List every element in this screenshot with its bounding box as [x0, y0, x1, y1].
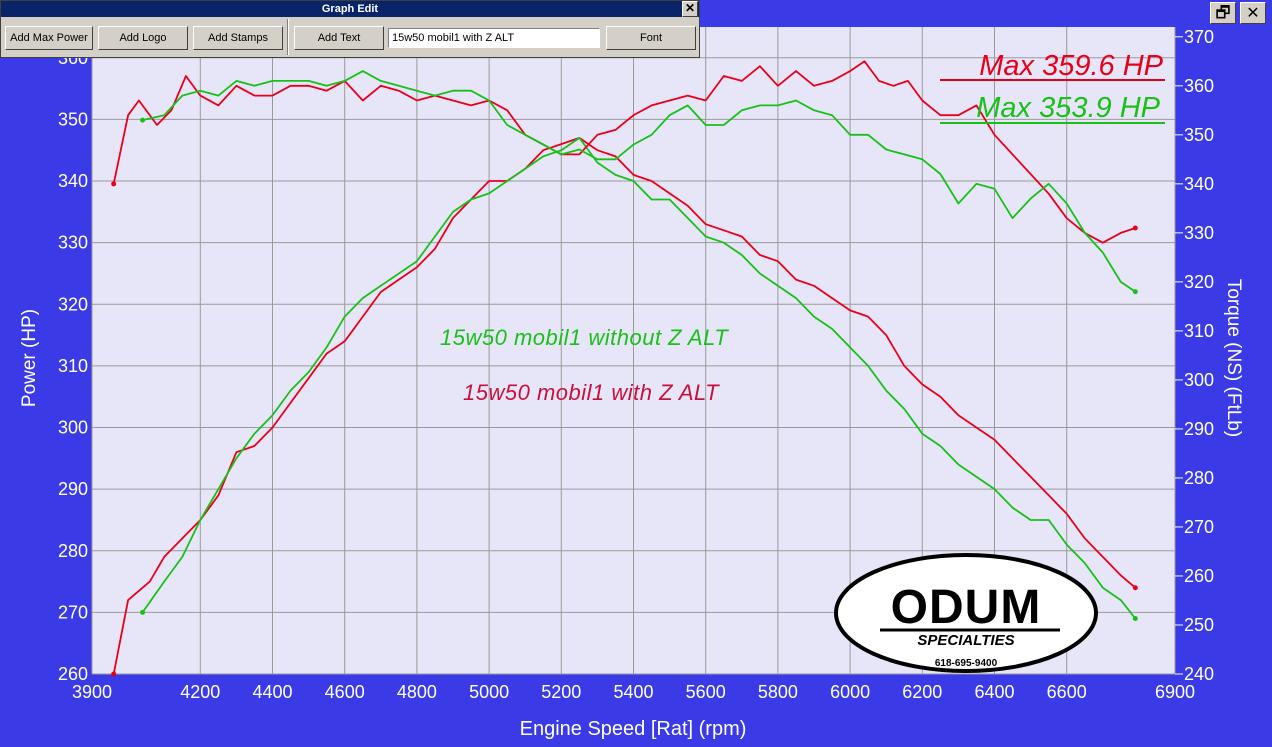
- add-stamps-button[interactable]: Add Stamps: [193, 26, 283, 50]
- toolbar-title: Graph Edit: [1, 1, 699, 17]
- annotation-text-input[interactable]: [388, 28, 600, 48]
- series-line-red-right: [112, 60, 1136, 244]
- close-icon: ✕: [1246, 3, 1260, 22]
- y-tick-label: 340: [58, 171, 88, 191]
- series-point: [140, 609, 146, 615]
- y-tick-label: 290: [58, 479, 88, 499]
- y2-tick-label: 300: [1184, 370, 1214, 390]
- y-tick-label: 310: [58, 356, 88, 376]
- font-button[interactable]: Font: [606, 26, 696, 50]
- series-point: [1132, 225, 1138, 231]
- x-tick-label: 6400: [974, 682, 1014, 702]
- series-point: [1132, 585, 1138, 591]
- max-label-red: Max 359.6 HP: [979, 50, 1163, 82]
- add-text-button[interactable]: Add Text: [294, 26, 384, 50]
- x-axis-label: Engine Speed [Rat] (rpm): [520, 718, 747, 740]
- annotation-red[interactable]: 15w50 mobil1 with Z ALT: [463, 380, 720, 405]
- y-tick-label: 320: [58, 294, 88, 314]
- y2-tick-label: 330: [1184, 223, 1214, 243]
- y-tick-label: 270: [58, 602, 88, 622]
- x-tick-label: 4400: [252, 682, 292, 702]
- x-tick-label: 4200: [180, 682, 220, 702]
- series-point: [140, 117, 146, 123]
- y2-tick-label: 310: [1184, 321, 1214, 341]
- close-icon: ✕: [684, 1, 696, 15]
- y-axis-label: Power (HP): [19, 309, 40, 407]
- x-tick-label: 6000: [830, 682, 870, 702]
- x-tick-label: 5800: [758, 682, 798, 702]
- add-logo-button[interactable]: Add Logo: [98, 26, 188, 50]
- x-tick-label: 3900: [72, 682, 112, 702]
- max-label-green: Max 353.9 HP: [976, 92, 1160, 124]
- odum-logo: ODUM SPECIALTIES 618-695-9400: [834, 553, 1098, 673]
- y-tick-label: 280: [58, 541, 88, 561]
- series-point: [111, 671, 117, 677]
- restore-icon: 🗗: [1215, 3, 1231, 22]
- x-tick-label: 6900: [1155, 682, 1195, 702]
- window-restore-button[interactable]: 🗗: [1210, 2, 1236, 24]
- y2-tick-label: 340: [1184, 174, 1214, 194]
- y2-tick-label: 290: [1184, 419, 1214, 439]
- x-tick-label: 6600: [1047, 682, 1087, 702]
- y-tick-label: 330: [58, 233, 88, 253]
- series-line-green-left: [141, 136, 1137, 620]
- toolbar-close-button[interactable]: ✕: [682, 1, 698, 17]
- x-tick-label: 4800: [397, 682, 437, 702]
- y2-tick-label: 260: [1184, 566, 1214, 586]
- series-layer: [111, 60, 1138, 677]
- annotation-green[interactable]: 15w50 mobil1 without Z ALT: [440, 325, 729, 350]
- series-line-red-left: [112, 136, 1136, 675]
- window-close-button[interactable]: ✕: [1240, 2, 1266, 24]
- series-line-green-right: [142, 70, 1136, 293]
- series-point: [1132, 289, 1138, 295]
- x-tick-label: 5200: [541, 682, 581, 702]
- x-tick-label: 5600: [686, 682, 726, 702]
- y-tick-label: 350: [58, 109, 88, 129]
- logo-brand: ODUM: [891, 581, 1042, 634]
- y2-axis-ticks: 240 250 260 270 280 290 300 310 320 330 340 350 360 3…: [1175, 27, 1214, 684]
- y2-tick-label: 270: [1184, 517, 1214, 537]
- logo-subtitle: SPECIALTIES: [917, 632, 1014, 649]
- y2-tick-label: 320: [1184, 272, 1214, 292]
- series-point: [111, 181, 117, 187]
- y2-axis-label: Torque (NS) (FtLb): [1223, 279, 1244, 437]
- series-point: [1132, 616, 1138, 622]
- x-tick-label: 4600: [325, 682, 365, 702]
- y2-tick-label: 250: [1184, 615, 1214, 635]
- y2-tick-label: 360: [1184, 76, 1214, 96]
- y2-tick-label: 370: [1184, 27, 1214, 47]
- logo-phone: 618-695-9400: [935, 658, 998, 669]
- y-tick-label: 260: [58, 664, 88, 684]
- y2-tick-label: 240: [1184, 664, 1214, 684]
- x-tick-label: 5400: [613, 682, 653, 702]
- add-max-power-button[interactable]: Add Max Power: [5, 26, 93, 50]
- graph-edit-toolbar: Graph Edit ✕ Add Max Power Add Logo Add …: [0, 0, 700, 58]
- y2-tick-label: 350: [1184, 125, 1214, 145]
- y2-tick-label: 280: [1184, 468, 1214, 488]
- toolbar-separator: [287, 19, 289, 55]
- x-tick-label: 5000: [469, 682, 509, 702]
- x-axis-ticks: 3900 4200 4400 4600 4800 5000 5200 5400 5600 5800…: [72, 682, 1195, 702]
- x-tick-label: 6200: [902, 682, 942, 702]
- y-tick-label: 300: [58, 418, 88, 438]
